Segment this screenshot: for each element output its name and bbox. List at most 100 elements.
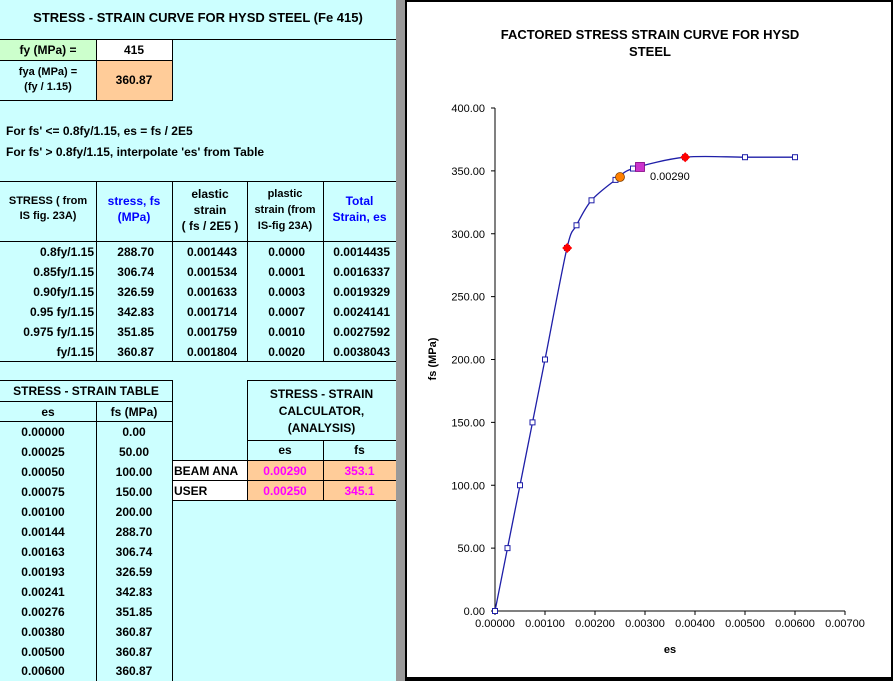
is-row-elastic: 0.001534 — [186, 265, 237, 279]
is-row-stress: 0.90fy/1.15 — [33, 285, 94, 299]
plot-area: 0.00 50.00 100.00 150.00 200.00 250.00 300.00 3… — [451, 103, 865, 630]
chart-title-line1: FACTORED STRESS STRAIN CURVE FOR HYSD — [501, 27, 800, 42]
header-elastic-line3: ( fs / 2E5 ) — [181, 219, 239, 233]
y-tick-label: 100.00 — [451, 480, 485, 492]
y-tick-label: 250.00 — [451, 292, 485, 304]
ss-row-fs: 50.00 — [118, 445, 150, 459]
ss-col-fs: fs (MPa) — [110, 405, 158, 419]
is-row-elastic: 0.001714 — [186, 305, 237, 319]
is-row-stress: fy/1.15 — [56, 345, 94, 359]
calc-es-beam-ana[interactable]: 0.00290 — [247, 461, 323, 481]
calc-es-user[interactable]: 0.00250 — [247, 481, 323, 501]
is-row-fs: 342.83 — [117, 305, 154, 319]
x-tick-label: 0.00300 — [625, 618, 665, 630]
ss-row-es: 0.00100 — [21, 505, 65, 519]
is-row-elastic: 0.001443 — [186, 245, 237, 259]
ss-row-fs: 0.00 — [122, 425, 146, 439]
is-row-stress: 0.8fy/1.15 — [39, 245, 94, 259]
series-curve — [494, 155, 795, 612]
is-row-elastic: 0.001633 — [186, 285, 237, 299]
sheet-title: STRESS - STRAIN CURVE FOR HYSD STEEL (Fe… — [33, 10, 363, 25]
header-stress-line1: STRESS ( from — [8, 195, 88, 207]
header-plastic-line3: IS-fig 23A) — [257, 220, 313, 232]
point-annotation: 0.00290 — [650, 171, 690, 183]
calculator-title-line2: CALCULATOR, — [278, 404, 365, 418]
fy-label: fy (MPa) = — [0, 40, 96, 60]
ss-row-es: 0.00241 — [21, 585, 65, 599]
ss-row-fs: 306.74 — [115, 545, 153, 559]
ss-row-es: 0.00500 — [21, 645, 65, 659]
x-tick-label: 0.00200 — [575, 618, 615, 630]
is-row-plastic: 0.0010 — [268, 325, 305, 339]
stress-strain-chart: FACTORED STRESS STRAIN CURVE FOR HYSD ST… — [427, 27, 865, 656]
y-tick-label: 300.00 — [451, 229, 485, 241]
fy-input[interactable]: 415 — [96, 40, 172, 60]
is-row-total: 0.0016337 — [333, 265, 390, 279]
y-tick-label: 150.00 — [451, 417, 485, 429]
ss-row-fs: 360.87 — [115, 645, 153, 659]
is-row-fs: 351.85 — [117, 325, 154, 339]
header-elastic-line1: elastic — [191, 187, 229, 201]
ss-row-es: 0.00000 — [21, 425, 65, 439]
is-row-plastic: 0.0007 — [268, 305, 305, 319]
note-elastic: For fs' <= 0.8fy/1.15, es = fs / 2E5 — [6, 124, 193, 138]
is-row-plastic: 0.0001 — [268, 265, 305, 279]
calc-fs-beam-ana: 353.1 — [323, 461, 396, 481]
ss-row-es: 0.00276 — [21, 605, 65, 619]
ss-row-fs: 351.85 — [115, 605, 153, 619]
data-point-marker — [542, 356, 548, 363]
user-point-marker — [615, 172, 625, 182]
fya-label: fya (MPa) = (fy / 1.15) — [0, 62, 96, 100]
header-elastic-line2: strain — [193, 203, 227, 217]
ss-row-es: 0.00600 — [21, 664, 65, 678]
fya-label-line2: (fy / 1.15) — [24, 81, 72, 93]
header-total-line1: Total — [345, 194, 374, 208]
is-row-stress: 0.95 fy/1.15 — [29, 305, 94, 319]
is-row-plastic: 0.0000 — [268, 245, 305, 259]
ss-row-es: 0.00075 — [21, 485, 65, 499]
data-point-marker — [630, 165, 636, 172]
data-point-marker — [529, 419, 536, 426]
is-row-total: 0.0019329 — [333, 285, 390, 299]
is-row-stress: 0.975 fy/1.15 — [23, 325, 94, 339]
is-row-fs: 288.70 — [117, 245, 154, 259]
is-row-fs: 360.87 — [117, 345, 154, 359]
data-point-marker — [792, 154, 798, 161]
window-splitter[interactable] — [396, 0, 405, 681]
data-point-marker — [517, 482, 523, 489]
beam-ana-marker — [635, 162, 645, 172]
ss-row-fs: 342.83 — [115, 585, 153, 599]
ss-col-es: es — [41, 405, 55, 419]
ss-row-es: 0.00193 — [21, 565, 65, 579]
is-row-elastic: 0.001804 — [186, 345, 237, 359]
header-plastic-line1: plastic — [267, 188, 303, 200]
calculator-title-line3: (ANALYSIS) — [287, 421, 356, 435]
is-row-total: 0.0027592 — [333, 325, 390, 339]
header-fs-line1: stress, fs — [107, 194, 161, 208]
y-tick-label: 50.00 — [457, 543, 485, 555]
header-total-line2: Strain, es — [332, 210, 387, 224]
ss-row-fs: 288.70 — [115, 525, 153, 539]
y-tick-label: 350.00 — [451, 166, 485, 178]
calculator-title: STRESS - STRAIN CALCULATOR, (ANALYSIS) — [247, 384, 396, 440]
ss-table-title: STRESS - STRAIN TABLE — [13, 384, 159, 398]
header-stress-line2: IS fig. 23A) — [19, 210, 77, 222]
data-point-marker — [742, 154, 748, 161]
y-tick-label: 400.00 — [451, 103, 485, 115]
x-tick-label: 0.00000 — [475, 618, 515, 630]
is-row-fs: 306.74 — [117, 265, 154, 279]
calc-col-es: es — [278, 443, 292, 457]
header-elastic: elastic strain ( fs / 2E5 ) — [173, 182, 247, 240]
is-row-total: 0.0038043 — [333, 345, 390, 359]
is-row-plastic: 0.0020 — [268, 345, 305, 359]
header-fs-line2: (MPa) — [117, 210, 151, 224]
calculator-title-line1: STRESS - STRAIN — [269, 387, 374, 401]
chart-ylabel: fs (MPa) — [427, 337, 439, 380]
fya-value: 360.87 — [96, 61, 172, 100]
data-point-marker — [588, 197, 595, 204]
data-point-marker — [573, 222, 580, 229]
is-row-total: 0.0014435 — [333, 245, 390, 259]
x-tick-label: 0.00500 — [725, 618, 765, 630]
x-tick-label: 0.00100 — [525, 618, 565, 630]
header-plastic: plastic strain (from IS-fig 23A) — [247, 182, 323, 240]
